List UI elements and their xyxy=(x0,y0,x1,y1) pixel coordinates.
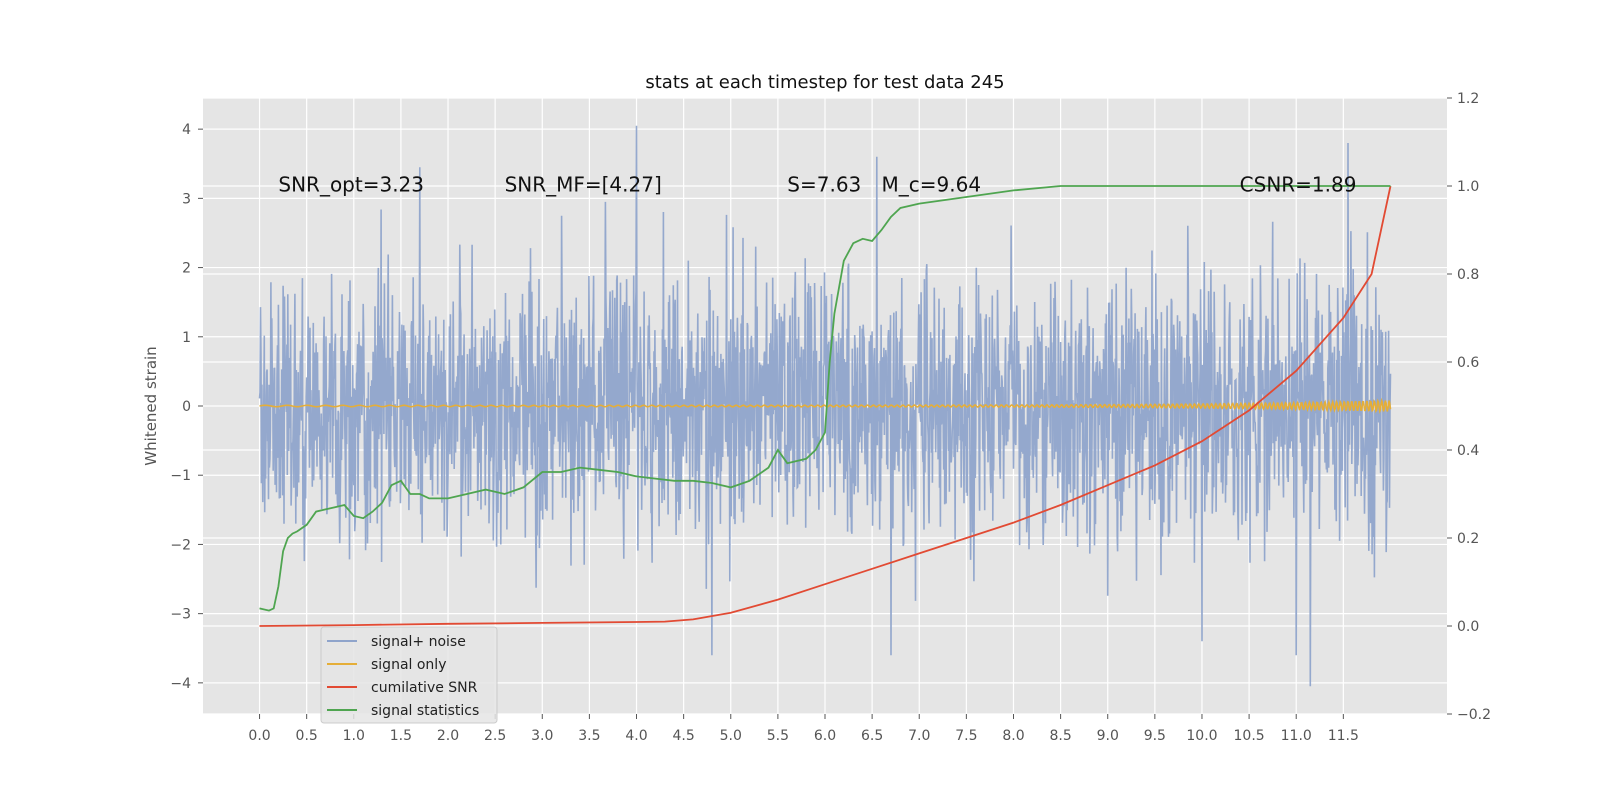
y-tick-label: 2 xyxy=(182,261,191,277)
annotation: S=7.63 xyxy=(787,173,861,197)
annotation: SNR_opt=3.23 xyxy=(278,173,424,197)
y-tick-label: −3 xyxy=(170,607,191,623)
x-tick-label: 11.5 xyxy=(1328,728,1359,744)
x-tick-label: 9.0 xyxy=(1097,728,1119,744)
legend-label: cumilative SNR xyxy=(371,680,478,696)
y2-tick-label: 0.6 xyxy=(1457,355,1479,371)
x-axis: 0.0 0.5 1.0 1.5 2.0 2.5 3.0 3.5 4.0 4.5 5.0 5.5 6.0 6… xyxy=(248,714,1359,744)
x-tick-label: 10.0 xyxy=(1186,728,1217,744)
y2-tick-label: 0.0 xyxy=(1457,619,1479,635)
x-tick-label: 0.5 xyxy=(296,728,318,744)
x-tick-label: 6.5 xyxy=(861,728,883,744)
legend-label: signal statistics xyxy=(371,703,479,719)
x-tick-label: 6.0 xyxy=(814,728,836,744)
left-y-axis: −4 −3 −2 −1 0 1 2 3 4 xyxy=(170,122,203,692)
x-tick-label: 8.5 xyxy=(1049,728,1071,744)
y2-tick-label: 0.2 xyxy=(1457,531,1479,547)
x-tick-label: 1.0 xyxy=(343,728,365,744)
x-tick-label: 2.5 xyxy=(484,728,506,744)
y-tick-label: 3 xyxy=(182,191,191,207)
annotation: M_c=9.64 xyxy=(882,173,982,197)
x-tick-label: 7.5 xyxy=(955,728,977,744)
y-tick-label: 0 xyxy=(182,399,191,415)
x-tick-label: 1.5 xyxy=(390,728,412,744)
legend: signal+ noise signal only cumilative SNR si… xyxy=(320,626,498,724)
x-tick-label: 8.0 xyxy=(1002,728,1024,744)
y2-tick-label: 0.8 xyxy=(1457,267,1479,283)
x-tick-label: 2.0 xyxy=(437,728,459,744)
chart-title: stats at each timestep for test data 245 xyxy=(645,72,1004,93)
series-layer xyxy=(258,125,1392,687)
x-tick-label: 3.5 xyxy=(578,728,600,744)
x-tick-label: 5.0 xyxy=(720,728,742,744)
x-tick-label: 4.5 xyxy=(673,728,695,744)
y-tick-label: 1 xyxy=(182,330,191,346)
cumulative-snr-line xyxy=(259,185,1392,627)
annotations: SNR_opt=3.23 SNR_MF=[4.27] S=7.63 M_c=9.64 C… xyxy=(278,173,1356,197)
y2-tick-label: 0.4 xyxy=(1457,443,1479,459)
x-tick-label: 10.5 xyxy=(1234,728,1265,744)
legend-label: signal+ noise xyxy=(371,634,466,650)
legend-box xyxy=(320,626,498,724)
y-tick-label: −2 xyxy=(170,537,191,553)
annotation: CSNR=1.89 xyxy=(1240,173,1357,197)
signal-only-line xyxy=(259,397,1392,414)
y-tick-label: −1 xyxy=(170,468,191,484)
signal-statistics-line xyxy=(259,185,1391,612)
annotation: SNR_MF=[4.27] xyxy=(505,173,662,197)
x-tick-label: 0.0 xyxy=(248,728,270,744)
x-tick-label: 3.0 xyxy=(531,728,553,744)
y2-tick-label: 1.2 xyxy=(1457,91,1479,107)
x-tick-label: 9.5 xyxy=(1144,728,1166,744)
x-tick-label: 7.0 xyxy=(908,728,930,744)
y-axis-label: Whitened strain xyxy=(142,346,160,465)
x-tick-label: 4.0 xyxy=(625,728,647,744)
x-tick-label: 5.5 xyxy=(767,728,789,744)
legend-label: signal only xyxy=(371,657,446,673)
y-tick-label: −4 xyxy=(170,676,191,692)
right-y-axis: −0.2 0.0 0.2 0.4 0.6 0.8 1.0 1.2 xyxy=(1447,91,1491,723)
signal-noise-line xyxy=(258,125,1392,687)
y2-tick-label: 1.0 xyxy=(1457,179,1479,195)
x-tick-label: 11.0 xyxy=(1281,728,1312,744)
y-tick-label: 4 xyxy=(182,122,191,138)
y2-tick-label: −0.2 xyxy=(1457,707,1491,723)
